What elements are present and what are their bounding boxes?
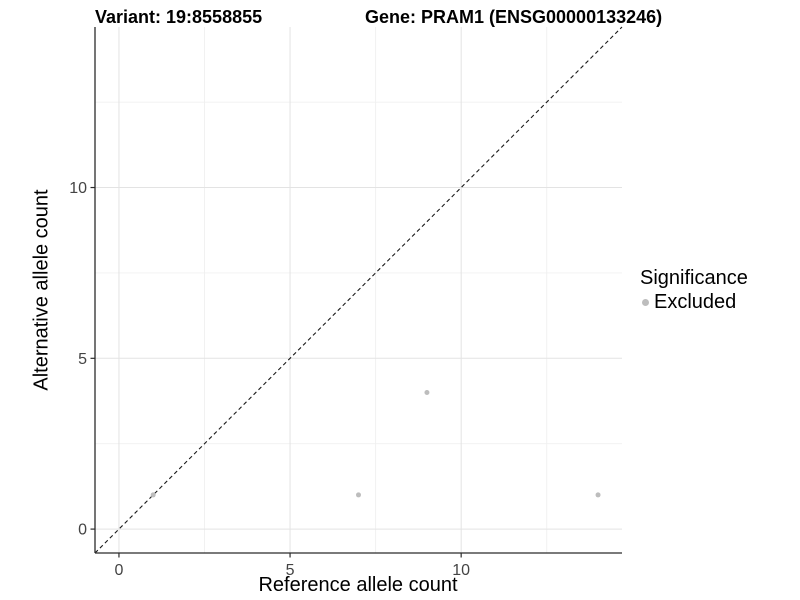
legend-title: Significance (640, 267, 748, 289)
x-tick-label: 10 (452, 562, 470, 579)
y-tick-label: 0 (78, 522, 87, 539)
legend-key (637, 294, 654, 311)
identity-line (94, 26, 623, 554)
legend-item-label: Excluded (654, 291, 737, 313)
y-tick-label: 5 (78, 351, 87, 368)
data-point (424, 389, 430, 395)
data-point (150, 492, 156, 498)
legend-item-excluded: Excluded (637, 291, 748, 314)
y-axis-title: Alternative allele count (30, 189, 53, 391)
y-tick-label: 10 (69, 180, 87, 197)
legend: Significance Excluded (637, 267, 748, 314)
data-point (356, 492, 361, 498)
data-point (595, 492, 601, 498)
x-axis-title: Reference allele count (258, 574, 458, 596)
x-tick-label: 0 (115, 562, 124, 579)
x-tick-label: 5 (286, 562, 295, 579)
excluded-point-icon (642, 299, 649, 306)
variant-title: Variant: 19:8558855 (95, 7, 263, 27)
gene-title: Gene: PRAM1 (ENSG00000133246) (365, 7, 663, 27)
